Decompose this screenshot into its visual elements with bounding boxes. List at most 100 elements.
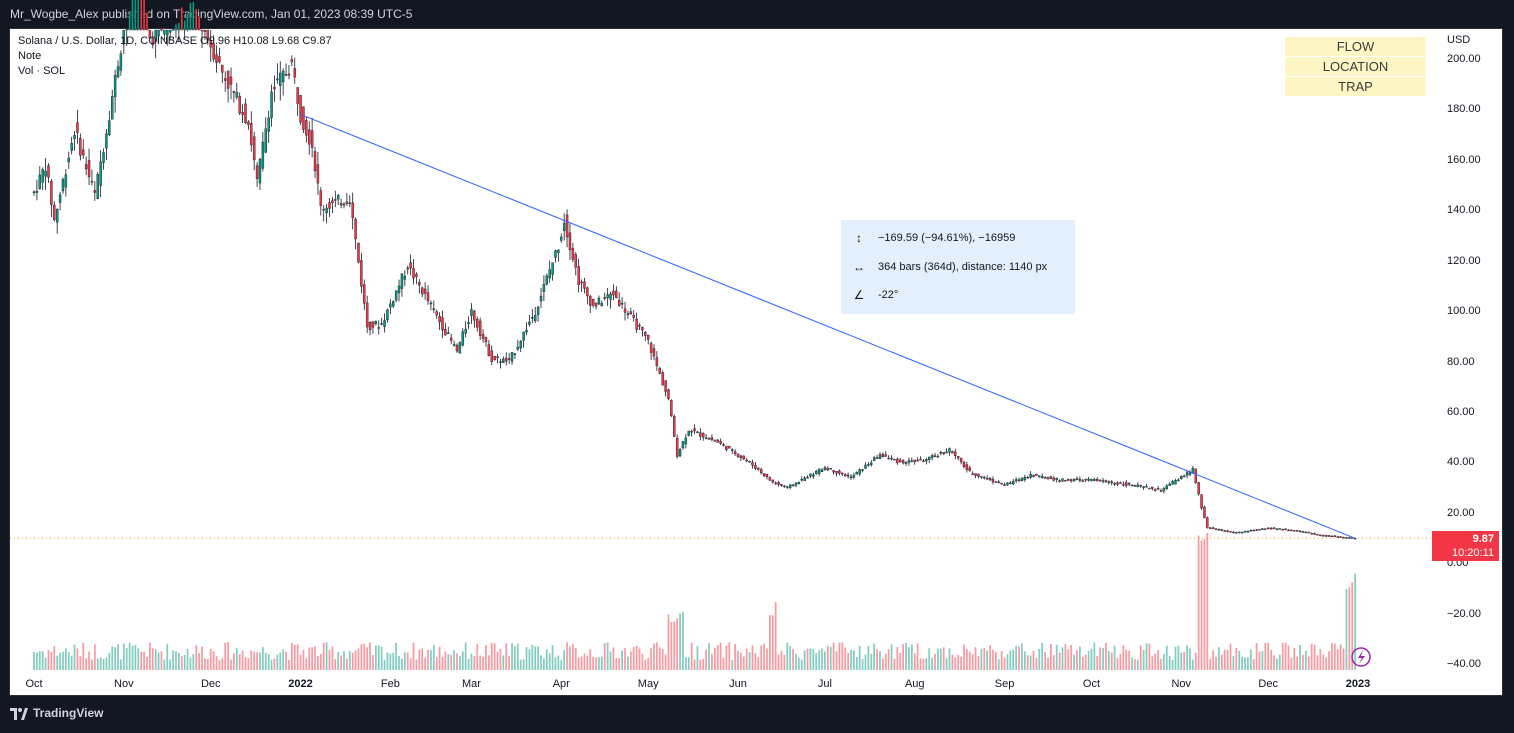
volume-bar (1241, 656, 1243, 670)
footer-brand[interactable]: TradingView (10, 706, 103, 720)
volume-bar (117, 644, 119, 670)
candle-body (412, 268, 415, 279)
volume-bar (812, 649, 815, 670)
volume-bar (1191, 659, 1194, 670)
candle-body (626, 313, 630, 315)
volume-bar (583, 653, 586, 670)
candle-body (1348, 537, 1351, 539)
volume-bar (175, 651, 177, 670)
candle-body (429, 302, 433, 305)
candle-body (1304, 531, 1308, 534)
candle-body (562, 222, 566, 231)
volume-bar (502, 655, 505, 670)
volume-bar (328, 649, 331, 670)
candle-body (192, 1, 195, 31)
volume-bar (922, 658, 925, 670)
volume-bar (586, 655, 589, 670)
candle-body (139, 0, 143, 31)
volume-bar (899, 652, 902, 670)
candle-body (1246, 531, 1250, 533)
chart-frame[interactable] (9, 28, 1503, 696)
candle-body (1139, 485, 1142, 487)
candle-body (87, 160, 91, 178)
volume-bar (557, 655, 560, 670)
volume-bar (1325, 657, 1328, 670)
volume-bar (629, 651, 632, 670)
candle-body (1116, 482, 1119, 485)
volume-bar (1084, 654, 1087, 670)
volume-bar (398, 656, 400, 670)
volume-bar (311, 647, 313, 670)
candle-body (641, 327, 644, 331)
candle-body (745, 459, 748, 462)
candle-body (397, 285, 401, 294)
y-tick-label: 60.00 (1447, 405, 1475, 418)
candle-body (296, 87, 299, 104)
candle-body (748, 461, 751, 463)
publish-info: Mr_Wogbe_Alex published on TradingView.c… (10, 7, 413, 21)
candle-body (516, 346, 520, 350)
volume-bar (1304, 650, 1307, 670)
volume-bar (676, 618, 679, 670)
candle-body (525, 330, 528, 333)
volume-bar (79, 656, 82, 670)
candle-body (1055, 477, 1058, 480)
candle-body (244, 103, 247, 124)
candle-body (513, 353, 517, 355)
candle-body (389, 303, 392, 308)
volume-bar (942, 647, 945, 670)
volume-bar (1128, 650, 1130, 670)
volume-bar (415, 659, 418, 670)
candle-body (771, 479, 774, 483)
y-tick-label: 80.00 (1447, 355, 1475, 368)
volume-bar (545, 649, 548, 670)
candle-body (151, 38, 154, 46)
volume-bar (1264, 642, 1267, 670)
candle-body (119, 53, 123, 71)
volume-bar (212, 651, 215, 670)
candle-body (832, 470, 835, 473)
candle-body (1014, 479, 1018, 482)
candle-body (1078, 478, 1082, 481)
candle-body (409, 262, 412, 269)
volume-bar (850, 650, 852, 670)
volume-bar (1148, 643, 1151, 670)
candle-body (1043, 477, 1047, 479)
candle-body (1330, 535, 1334, 538)
volume-bar (569, 646, 571, 670)
candle-body (383, 320, 386, 327)
x-tick-label: Nov (114, 678, 134, 690)
candle-body (238, 96, 241, 114)
volume-bar (41, 651, 44, 670)
candle-body (1162, 488, 1166, 492)
candle-body (200, 29, 204, 32)
candle-body (600, 303, 604, 307)
tradingview-logo-icon (10, 707, 28, 720)
candle-body (142, 0, 146, 31)
volume-bar (1354, 573, 1356, 670)
candle-body (985, 478, 989, 480)
y-tick-label: 200.00 (1447, 53, 1481, 65)
candle-body (476, 318, 479, 328)
trendline[interactable] (300, 113, 1356, 539)
candle-body (1235, 532, 1238, 534)
candle-body (1281, 529, 1284, 531)
volume-bar (235, 647, 238, 670)
volume-bar (163, 659, 166, 670)
volume-bar (317, 655, 319, 670)
candle-body (255, 165, 259, 179)
lightning-icon[interactable] (1351, 647, 1371, 667)
volume-bar (401, 658, 403, 670)
candle-body (464, 328, 467, 334)
candle-body (1298, 530, 1302, 533)
volume-bar (873, 643, 876, 670)
candle-body (1145, 486, 1148, 488)
volume-bar (473, 655, 476, 670)
volume-bar (841, 642, 844, 670)
volume-bar (974, 647, 977, 670)
volume-bar (543, 658, 545, 670)
candle-body (1203, 506, 1206, 519)
candle-body (1017, 479, 1021, 481)
volume-bar (88, 651, 90, 670)
